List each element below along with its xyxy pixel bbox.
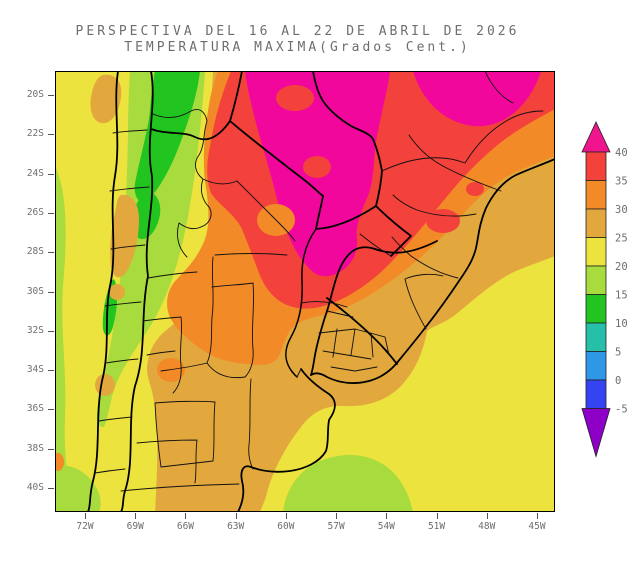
lat-tick-mark [48,409,54,410]
lon-tick-label: 63W [216,521,256,532]
lon-tick-mark [386,513,387,519]
lat-tick-label: 32S [2,325,44,336]
lon-tick-label: 45W [517,521,557,532]
colorbar-tick-label: 25 [615,233,628,245]
lat-tick-mark [48,213,54,214]
colorbar-tick-label: 10 [615,318,628,330]
colorbar-tick-label: 15 [615,290,628,302]
colorbar-tick-label: 35 [615,176,628,188]
lat-tick-mark [48,174,54,175]
map-title-line2: TEMPERATURA MAXIMA(Grados Cent.) [0,40,595,55]
colorbar-segment [586,295,606,324]
colorbar-tick-label: 5 [615,347,621,359]
lon-tick-label: 66W [165,521,205,532]
colorbar-tick-label: 0 [615,375,621,387]
lat-tick-label: 40S [2,482,44,493]
lat-tick-label: 36S [2,403,44,414]
colorbar-segment [586,352,606,381]
map-title-line1: PERSPECTIVA DEL 16 AL 22 DE ABRIL DE 202… [0,24,595,39]
colorbar-arrow-top [582,122,610,152]
lon-tick-mark [487,513,488,519]
colorbar-tick-label: 30 [615,204,628,216]
lat-tick-mark [48,292,54,293]
colorbar-tick-label: 40 [615,147,628,159]
colorbar-segment [586,380,606,409]
lon-tick-mark [336,513,337,519]
lon-tick-mark [135,513,136,519]
lat-tick-label: 34S [2,364,44,375]
temperature-map [55,71,555,512]
lat-tick-mark [48,134,54,135]
contour-region-25-30-chile-dot2 [95,374,115,396]
lon-tick-label: 48W [467,521,507,532]
contour-region-35-40-island-paraguay1 [276,85,314,111]
lat-tick-mark [48,252,54,253]
lat-tick-mark [48,95,54,96]
contour-region-35-40-sc-blob2 [466,182,484,196]
lon-tick-mark [85,513,86,519]
lon-tick-label: 69W [115,521,155,532]
colorbar-segment [586,238,606,267]
colorbar-tick-label: -5 [615,404,628,416]
lat-tick-label: 22S [2,128,44,139]
lon-tick-mark [537,513,538,519]
lon-tick-label: 54W [366,521,406,532]
lat-tick-label: 26S [2,207,44,218]
lat-tick-mark [48,488,54,489]
lat-tick-label: 38S [2,443,44,454]
contour-region-35-40-sc-blob [426,209,460,233]
weather-map-screen: PERSPECTIVA DEL 16 AL 22 DE ABRIL DE 202… [0,0,640,571]
lon-tick-mark [236,513,237,519]
lon-tick-mark [286,513,287,519]
colorbar-segment [586,209,606,238]
colorbar-segment [586,266,606,295]
colorbar-arrow-bottom [582,409,610,457]
lat-tick-label: 30S [2,286,44,297]
lat-tick-mark [48,331,54,332]
colorbar-tick-label: 20 [615,261,628,273]
lat-tick-label: 28S [2,246,44,257]
contour-region-25-30-chile-dot1 [109,284,125,300]
temperature-colorbar: 40 35 30 25 20 15 10 5 0 -5 [578,118,638,468]
lon-tick-mark [185,513,186,519]
lat-tick-mark [48,370,54,371]
colorbar-segment [586,181,606,210]
colorbar-scale: 40 35 30 25 20 15 10 5 0 -5 [582,122,628,457]
lon-tick-label: 57W [316,521,356,532]
lat-tick-label: 20S [2,89,44,100]
lon-tick-mark [437,513,438,519]
contour-region-35-40-island-paraguay2 [303,156,331,178]
colorbar-segment [586,152,606,181]
lon-tick-label: 51W [417,521,457,532]
lon-tick-label: 72W [65,521,105,532]
colorbar-segment [586,323,606,352]
lon-tick-label: 60W [266,521,306,532]
lat-tick-mark [48,449,54,450]
lat-tick-label: 24S [2,168,44,179]
